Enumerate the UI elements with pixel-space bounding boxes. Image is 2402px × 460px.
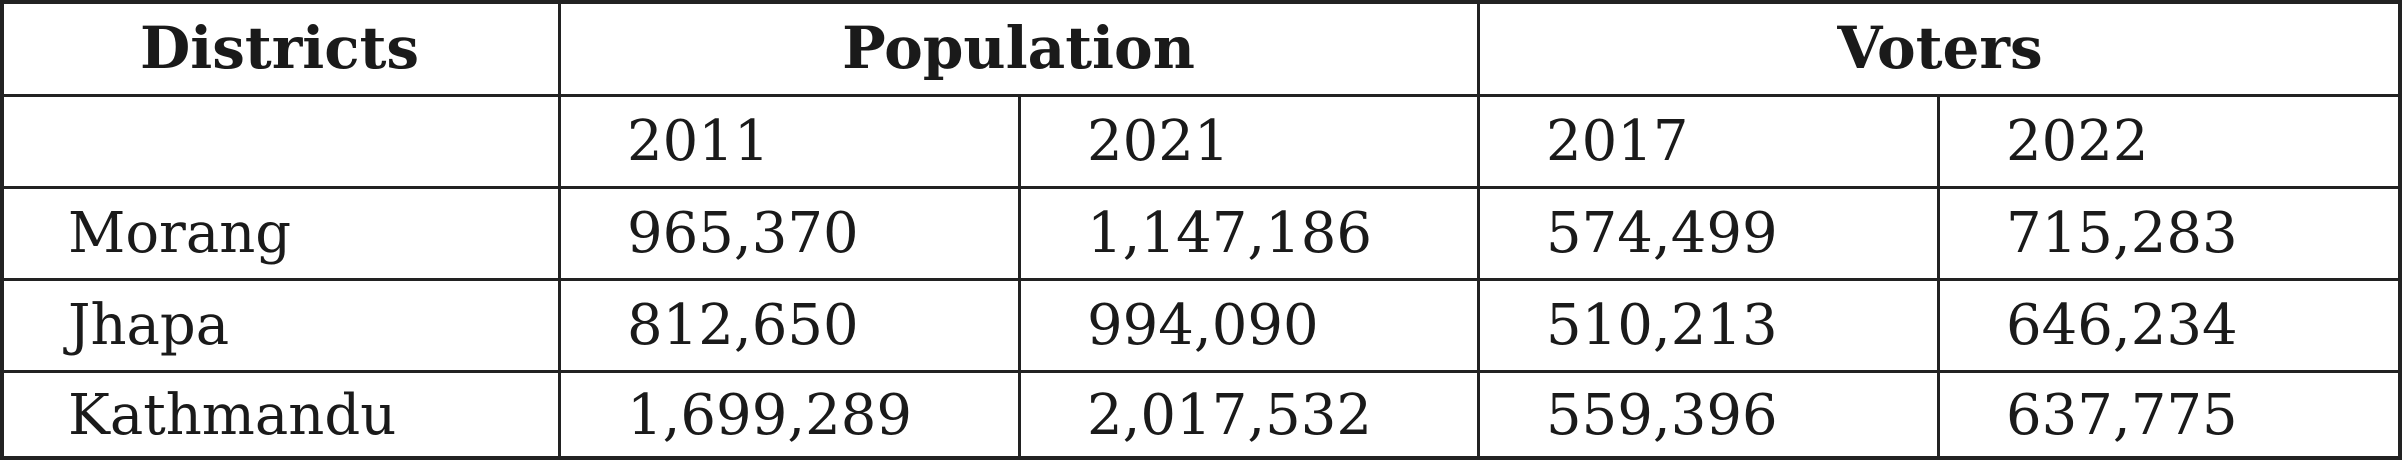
table-value: 1,699,289 — [627, 383, 913, 448]
year-header: 2021 — [1087, 108, 1230, 174]
table-value: 637,775 — [2006, 383, 2238, 448]
table-border — [0, 0, 2402, 4]
column-header: Districts — [139, 13, 420, 82]
table-value: 994,090 — [1087, 292, 1319, 358]
table-value: 574,499 — [1546, 200, 1778, 266]
table-value: 2,017,532 — [1087, 383, 1373, 448]
table-border — [0, 94, 2402, 97]
table-border — [1018, 95, 1021, 460]
district-name: Jhapa — [68, 292, 230, 358]
year-header: 2017 — [1546, 108, 1689, 174]
table-value: 1,147,186 — [1087, 200, 1373, 266]
table-border — [0, 0, 4, 460]
year-header: 2022 — [2006, 108, 2149, 174]
district-name: Kathmandu — [68, 383, 397, 448]
table-value: 812,650 — [627, 292, 859, 358]
district-name: Morang — [68, 200, 292, 266]
table-border — [0, 278, 2402, 281]
table-border — [1477, 0, 1480, 460]
column-header: Population — [842, 13, 1195, 82]
table-border — [2398, 0, 2402, 460]
table-border — [0, 456, 2402, 460]
column-header: Voters — [1837, 13, 2043, 82]
table-border — [558, 0, 561, 460]
table-value: 715,283 — [2006, 200, 2238, 266]
table-value: 646,234 — [2006, 292, 2238, 358]
table-value: 510,213 — [1546, 292, 1778, 358]
table-border — [0, 186, 2402, 189]
table-border — [1937, 95, 1940, 460]
table-value: 559,396 — [1546, 383, 1778, 448]
year-header: 2011 — [627, 108, 770, 174]
table-value: 965,370 — [627, 200, 859, 266]
table-border — [0, 370, 2402, 373]
